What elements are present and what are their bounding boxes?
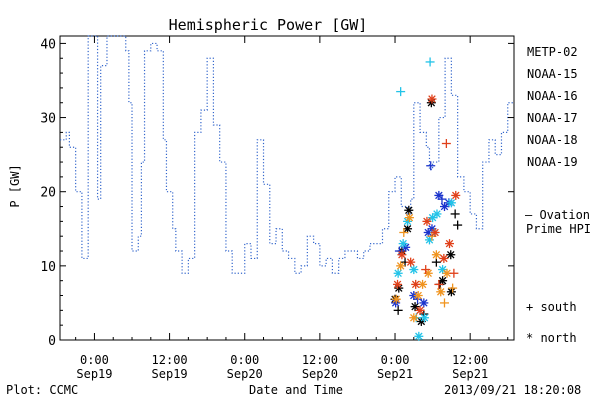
data-point-noaa-16 [393, 268, 403, 278]
x-tick-label-date: Sep19 [76, 367, 112, 381]
data-point-noaa-18 [399, 227, 409, 237]
x-tick-label-time: 0:00 [80, 353, 109, 367]
ovation-legend-line2: Prime HPI [526, 222, 591, 236]
x-tick-label-date: Sep20 [302, 367, 338, 381]
data-point-noaa-18 [436, 287, 446, 297]
x-tick-label-date: Sep20 [227, 367, 263, 381]
x-tick-label-date: Sep19 [152, 367, 188, 381]
data-point-noaa-18 [448, 283, 458, 293]
plot-timestamp: 2013/09/21 18:20:08 [444, 383, 581, 397]
legend-item-noaa-16: NOAA-16 [527, 89, 578, 103]
data-point-noaa-19 [415, 305, 425, 315]
data-point-metp-02 [404, 205, 414, 215]
plot-frame [59, 35, 515, 341]
chart-title: Hemispheric Power [GW] [169, 16, 368, 34]
x-tick-label-time: 0:00 [230, 353, 259, 367]
data-point-noaa-18 [418, 279, 428, 289]
x-axis-ticks: 0:00Sep1912:00Sep190:00Sep2012:00Sep200:… [75, 36, 509, 381]
y-tick-label: 30 [40, 112, 56, 127]
data-point-noaa-16 [398, 239, 408, 249]
data-point-noaa-19 [441, 139, 451, 149]
legend-item-noaa-18: NOAA-18 [527, 133, 578, 147]
data-point-metp-02 [393, 305, 403, 315]
legend-item-noaa-15: NOAA-15 [527, 67, 578, 81]
y-tick-label: 40 [40, 37, 56, 52]
legend-item-noaa-19: NOAA-19 [527, 155, 578, 169]
data-point-noaa-19 [430, 227, 440, 237]
x-tick-label-date: Sep21 [377, 367, 413, 381]
legend-item-noaa-17: NOAA-17 [527, 111, 578, 125]
y-axis-ticks: 0 10 20 30 40 [40, 37, 514, 349]
x-axis-label: Date and Time [249, 383, 343, 397]
marker-key-south: + south [526, 300, 577, 314]
data-point-noaa-15 [437, 194, 447, 204]
data-point-noaa-16 [409, 265, 419, 275]
data-point-noaa-19 [421, 265, 431, 275]
data-point-noaa-16 [419, 313, 429, 323]
data-point-noaa-19 [406, 257, 416, 267]
data-point-noaa-19 [439, 253, 449, 263]
data-point-noaa-15 [434, 190, 444, 200]
data-point-metp-02 [410, 302, 420, 312]
data-point-noaa-19 [411, 279, 421, 289]
data-point-noaa-19 [434, 279, 444, 289]
legend-item-metp-02: METP-02 [527, 45, 578, 59]
legend: METP-02 NOAA-15 NOAA-16 NOAA-17 NOAA-18 NOAA-… [527, 45, 578, 169]
data-point-noaa-16 [446, 198, 456, 208]
data-point-noaa-18 [409, 313, 419, 323]
y-tick-label: 20 [40, 186, 56, 201]
data-point-noaa-18 [396, 261, 406, 271]
data-point-noaa-19 [422, 216, 432, 226]
data-point-noaa-18 [391, 294, 401, 304]
x-tick-label-time: 0:00 [381, 353, 410, 367]
data-point-metp-02 [438, 276, 448, 286]
x-tick-label-time: 12:00 [152, 353, 188, 367]
x-tick-label-date: Sep21 [452, 367, 488, 381]
data-point-noaa-16 [425, 57, 435, 67]
data-point-noaa-18 [439, 298, 449, 308]
data-point-noaa-19 [427, 94, 437, 104]
ovation-line [60, 35, 514, 274]
y-axis-label: P [GW] [8, 164, 22, 207]
data-point-noaa-19 [445, 239, 455, 249]
y-tick-label: 0 [48, 334, 56, 349]
satellite-points [390, 57, 463, 341]
data-point-noaa-18 [404, 213, 414, 223]
data-point-noaa-19 [451, 190, 461, 200]
ovation-series [60, 35, 514, 274]
data-point-noaa-16 [432, 209, 442, 219]
marker-key: + south * north [526, 300, 577, 345]
data-point-noaa-18 [413, 291, 423, 301]
data-point-noaa-16 [414, 331, 424, 341]
data-point-noaa-19 [449, 268, 459, 278]
x-tick-label-time: 12:00 [452, 353, 488, 367]
ovation-legend-line1: — Ovation [525, 208, 590, 222]
data-point-noaa-19 [397, 250, 407, 260]
y-tick-label: 10 [40, 260, 56, 275]
data-point-noaa-16 [396, 87, 406, 97]
data-point-metp-02 [446, 250, 456, 260]
data-point-metp-02 [453, 220, 463, 230]
marker-key-north: * north [526, 331, 577, 345]
x-tick-label-time: 12:00 [302, 353, 338, 367]
data-point-metp-02 [446, 287, 456, 297]
data-point-noaa-15 [426, 161, 436, 171]
data-point-noaa-15 [419, 298, 429, 308]
data-point-metp-02 [450, 209, 460, 219]
data-point-noaa-19 [393, 279, 403, 289]
data-point-metp-02 [403, 224, 413, 234]
plot-credit: Plot: CCMC [6, 383, 78, 397]
data-point-noaa-18 [431, 250, 441, 260]
